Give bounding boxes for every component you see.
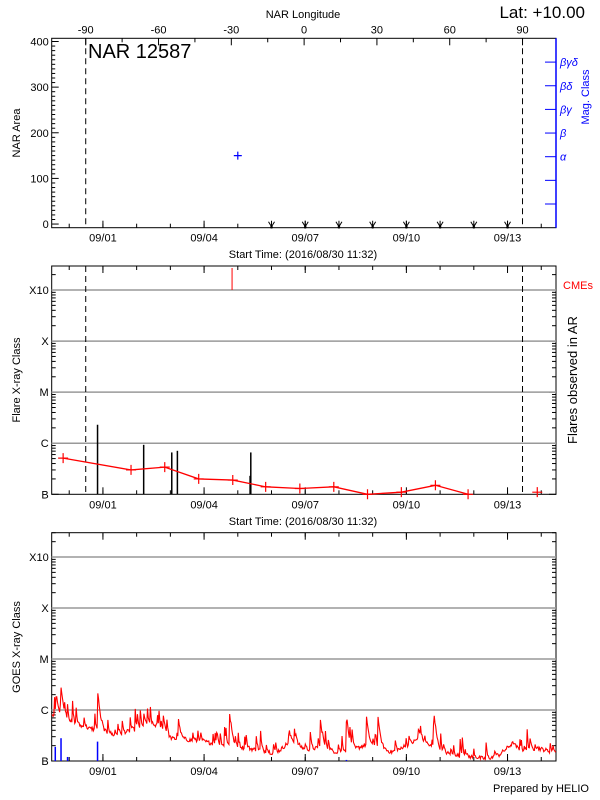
region-title: NAR 12587 bbox=[88, 41, 191, 63]
nar-area-point bbox=[233, 151, 242, 160]
mag-class-tick-label: βγδ bbox=[559, 57, 579, 69]
bottom-arrow-dot bbox=[371, 225, 374, 229]
x-tick-label: 09/07 bbox=[291, 499, 319, 511]
mag-class-tick-label: βγ bbox=[559, 104, 573, 116]
y-tick-label: C bbox=[41, 705, 49, 717]
plot-marks: 09/01 09/04 09/07 09/10 09/130100200300400-9… bbox=[29, 24, 579, 778]
mag-class-label: Mag. Class bbox=[580, 69, 592, 125]
longitude-tick-label: -90 bbox=[78, 24, 94, 36]
x-tick-label: 09/10 bbox=[393, 766, 421, 778]
bottom-arrow-dot bbox=[405, 225, 408, 229]
y-tick-label: B bbox=[41, 489, 48, 501]
background-level-point bbox=[227, 475, 238, 486]
longitude-axis-title: NAR Longitude bbox=[266, 9, 341, 21]
x-tick-label: 09/04 bbox=[190, 233, 218, 245]
bottom-arrow-dot bbox=[506, 225, 509, 229]
y-tick-label: B bbox=[41, 756, 48, 768]
y-tick-label: 300 bbox=[30, 82, 48, 94]
background-level-point bbox=[260, 481, 271, 492]
background-level-point bbox=[193, 473, 204, 484]
panel2-right-label: Flares observed in AR bbox=[565, 316, 580, 444]
background-level-point bbox=[159, 462, 170, 473]
background-level-point bbox=[532, 487, 543, 498]
background-level-point bbox=[294, 483, 305, 494]
background-level-point bbox=[362, 489, 373, 500]
mag-class-tick-label: β bbox=[559, 128, 567, 140]
panel2-ylabel: Flare X-ray Class bbox=[11, 337, 23, 422]
x-tick-label: 09/07 bbox=[291, 766, 319, 778]
latitude-label: Lat: +10.00 bbox=[499, 3, 585, 22]
x-tick-label: 09/01 bbox=[89, 499, 117, 511]
longitude-tick-label: 30 bbox=[371, 24, 383, 36]
cme-label: CMEs bbox=[563, 280, 593, 292]
panel1-xlabel: Start Time: (2016/08/30 11:32) bbox=[229, 249, 377, 261]
background-level-point bbox=[430, 480, 441, 491]
y-tick-label: 200 bbox=[30, 128, 48, 140]
background-level-point bbox=[463, 489, 474, 500]
background-level-line bbox=[63, 457, 469, 495]
mag-class-tick-label: βδ bbox=[559, 81, 573, 93]
background-level-point bbox=[58, 453, 69, 464]
longitude-tick-label: -30 bbox=[223, 24, 239, 36]
background-level-point bbox=[328, 481, 339, 492]
panel1-ylabel: NAR Area bbox=[11, 108, 23, 158]
x-tick-label: 09/04 bbox=[190, 766, 218, 778]
credit-label: Prepared by HELIO bbox=[493, 783, 589, 795]
x-tick-label: 09/13 bbox=[494, 499, 522, 511]
bottom-arrow-dot bbox=[438, 225, 442, 229]
bottom-arrow-dot bbox=[270, 225, 273, 229]
x-tick-label: 09/13 bbox=[494, 233, 522, 245]
y-tick-label: 400 bbox=[30, 36, 48, 48]
x-tick-label: 09/10 bbox=[393, 499, 421, 511]
y-tick-label: M bbox=[40, 654, 49, 666]
y-tick-label: X bbox=[41, 603, 49, 615]
longitude-tick-label: 90 bbox=[516, 24, 528, 36]
longitude-tick-label: -60 bbox=[151, 24, 167, 36]
background-level-point bbox=[396, 487, 407, 498]
goes-flux-trace bbox=[51, 687, 557, 762]
x-tick-label: 09/04 bbox=[190, 499, 218, 511]
y-tick-label: X bbox=[41, 336, 49, 348]
panel2-frame bbox=[51, 265, 557, 495]
panel2-xlabel: Start Time: (2016/08/30 11:32) bbox=[229, 516, 377, 528]
mag-class-tick-label: α bbox=[560, 152, 567, 164]
y-tick-label: 0 bbox=[43, 219, 49, 231]
x-tick-label: 09/07 bbox=[291, 233, 319, 245]
longitude-tick-label: 60 bbox=[444, 24, 456, 36]
x-tick-label: 09/01 bbox=[89, 766, 117, 778]
bottom-arrow-dot bbox=[303, 225, 307, 229]
y-tick-label: X10 bbox=[29, 285, 49, 297]
bottom-arrow-dot bbox=[337, 225, 341, 229]
y-tick-label: X10 bbox=[29, 552, 49, 564]
panel3-frame bbox=[51, 532, 557, 762]
panel3-ylabel: GOES X-ray Class bbox=[11, 601, 23, 693]
longitude-tick-label: 0 bbox=[301, 24, 307, 36]
bottom-arrow-dot bbox=[472, 225, 476, 229]
y-tick-label: C bbox=[41, 438, 49, 450]
x-tick-label: 09/10 bbox=[393, 233, 421, 245]
y-tick-label: M bbox=[40, 387, 49, 399]
x-tick-label: 09/13 bbox=[494, 766, 522, 778]
y-tick-label: 100 bbox=[30, 173, 48, 185]
background-level-point bbox=[126, 464, 137, 475]
x-tick-label: 09/01 bbox=[89, 233, 117, 245]
